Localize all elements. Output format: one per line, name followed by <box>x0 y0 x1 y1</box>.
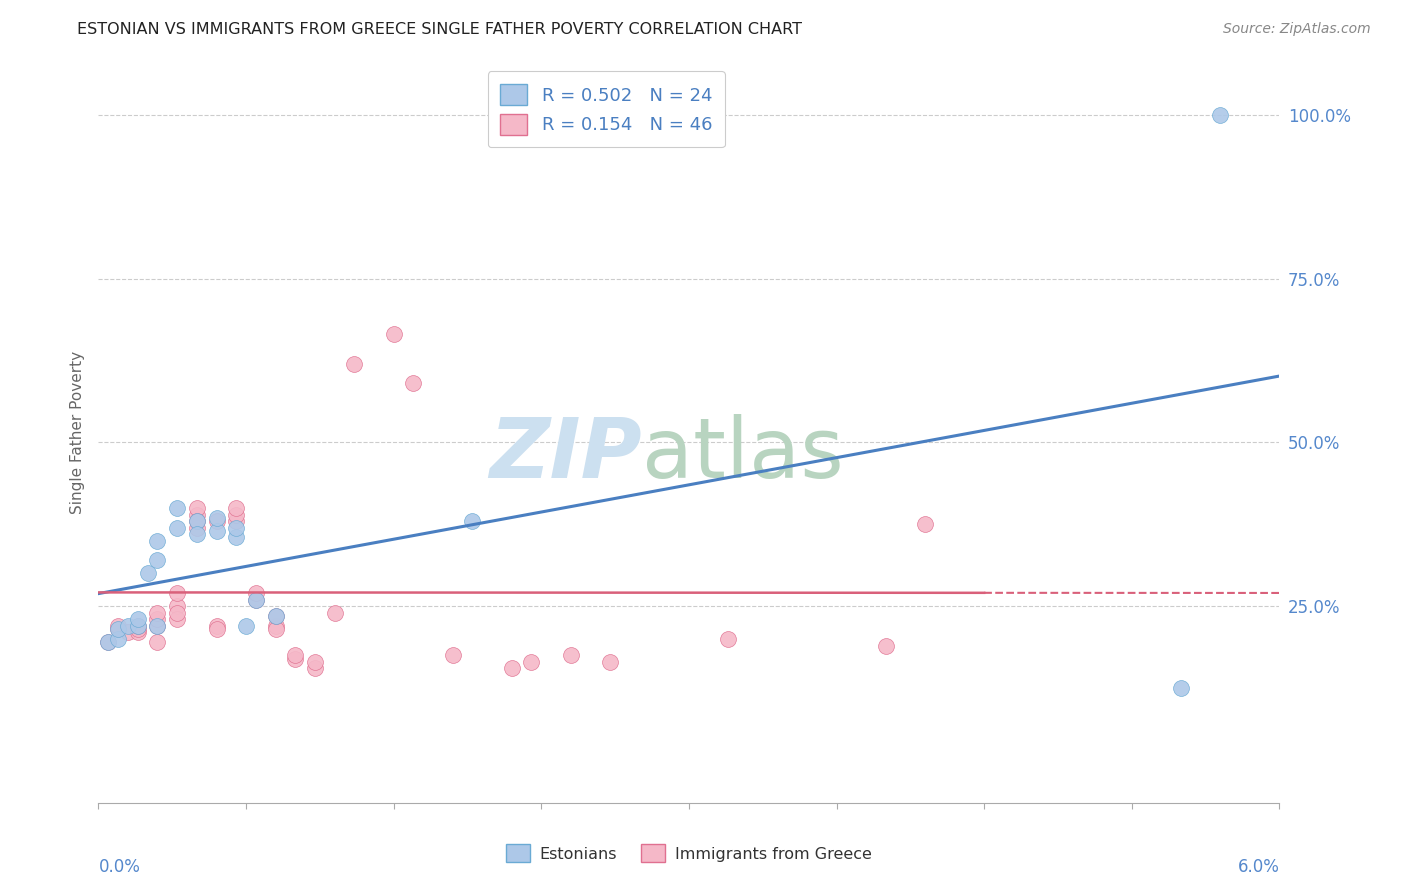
Text: Source: ZipAtlas.com: Source: ZipAtlas.com <box>1223 22 1371 37</box>
Point <box>186 500 208 515</box>
Legend: Estonians, Immigrants from Greece: Estonians, Immigrants from Greece <box>501 838 877 869</box>
Point <box>461 514 484 528</box>
Point <box>264 619 287 633</box>
Point <box>127 619 149 633</box>
Point <box>225 531 247 545</box>
Point <box>186 508 208 522</box>
Point <box>146 619 169 633</box>
Point <box>146 612 169 626</box>
Point <box>186 514 208 528</box>
Point <box>225 508 247 522</box>
Point <box>146 606 169 620</box>
Point <box>146 553 169 567</box>
Point <box>205 524 228 538</box>
Point <box>166 612 188 626</box>
Point <box>97 635 120 649</box>
Point <box>264 609 287 624</box>
Point <box>599 655 621 669</box>
Point <box>186 527 208 541</box>
Point <box>264 609 287 624</box>
Point <box>343 357 366 371</box>
Point <box>441 648 464 663</box>
Point <box>501 661 523 675</box>
Point <box>560 648 582 663</box>
Point <box>914 517 936 532</box>
Point <box>205 622 228 636</box>
Text: 0.0%: 0.0% <box>98 858 141 877</box>
Point <box>225 500 247 515</box>
Point <box>127 622 149 636</box>
Point <box>225 514 247 528</box>
Point <box>146 533 169 548</box>
Point <box>146 635 169 649</box>
Point <box>284 651 307 665</box>
Point <box>127 625 149 640</box>
Point <box>235 619 257 633</box>
Point <box>717 632 740 646</box>
Point <box>1209 108 1232 122</box>
Point <box>402 376 425 391</box>
Point <box>166 586 188 600</box>
Point <box>117 619 139 633</box>
Point <box>127 612 149 626</box>
Point <box>97 635 120 649</box>
Point <box>304 661 326 675</box>
Point <box>245 586 267 600</box>
Point <box>127 619 149 633</box>
Point <box>323 606 346 620</box>
Point <box>166 606 188 620</box>
Point <box>107 619 129 633</box>
Point <box>1170 681 1192 695</box>
Y-axis label: Single Father Poverty: Single Father Poverty <box>70 351 86 514</box>
Point <box>166 521 188 535</box>
Point <box>245 592 267 607</box>
Text: 6.0%: 6.0% <box>1237 858 1279 877</box>
Point <box>205 514 228 528</box>
Point <box>136 566 159 581</box>
Point <box>107 632 129 646</box>
Point <box>245 592 267 607</box>
Point <box>186 521 208 535</box>
Point <box>205 510 228 524</box>
Point <box>107 622 129 636</box>
Point <box>520 655 543 669</box>
Point <box>382 327 405 342</box>
Point <box>107 622 129 636</box>
Point <box>264 622 287 636</box>
Point <box>146 619 169 633</box>
Point <box>117 625 139 640</box>
Point <box>304 655 326 669</box>
Point <box>205 619 228 633</box>
Point <box>225 521 247 535</box>
Text: ESTONIAN VS IMMIGRANTS FROM GREECE SINGLE FATHER POVERTY CORRELATION CHART: ESTONIAN VS IMMIGRANTS FROM GREECE SINGL… <box>77 22 803 37</box>
Point <box>875 639 897 653</box>
Point <box>166 500 188 515</box>
Point <box>166 599 188 614</box>
Text: ZIP: ZIP <box>489 414 641 495</box>
Text: atlas: atlas <box>641 414 844 495</box>
Point <box>284 648 307 663</box>
Point <box>186 514 208 528</box>
